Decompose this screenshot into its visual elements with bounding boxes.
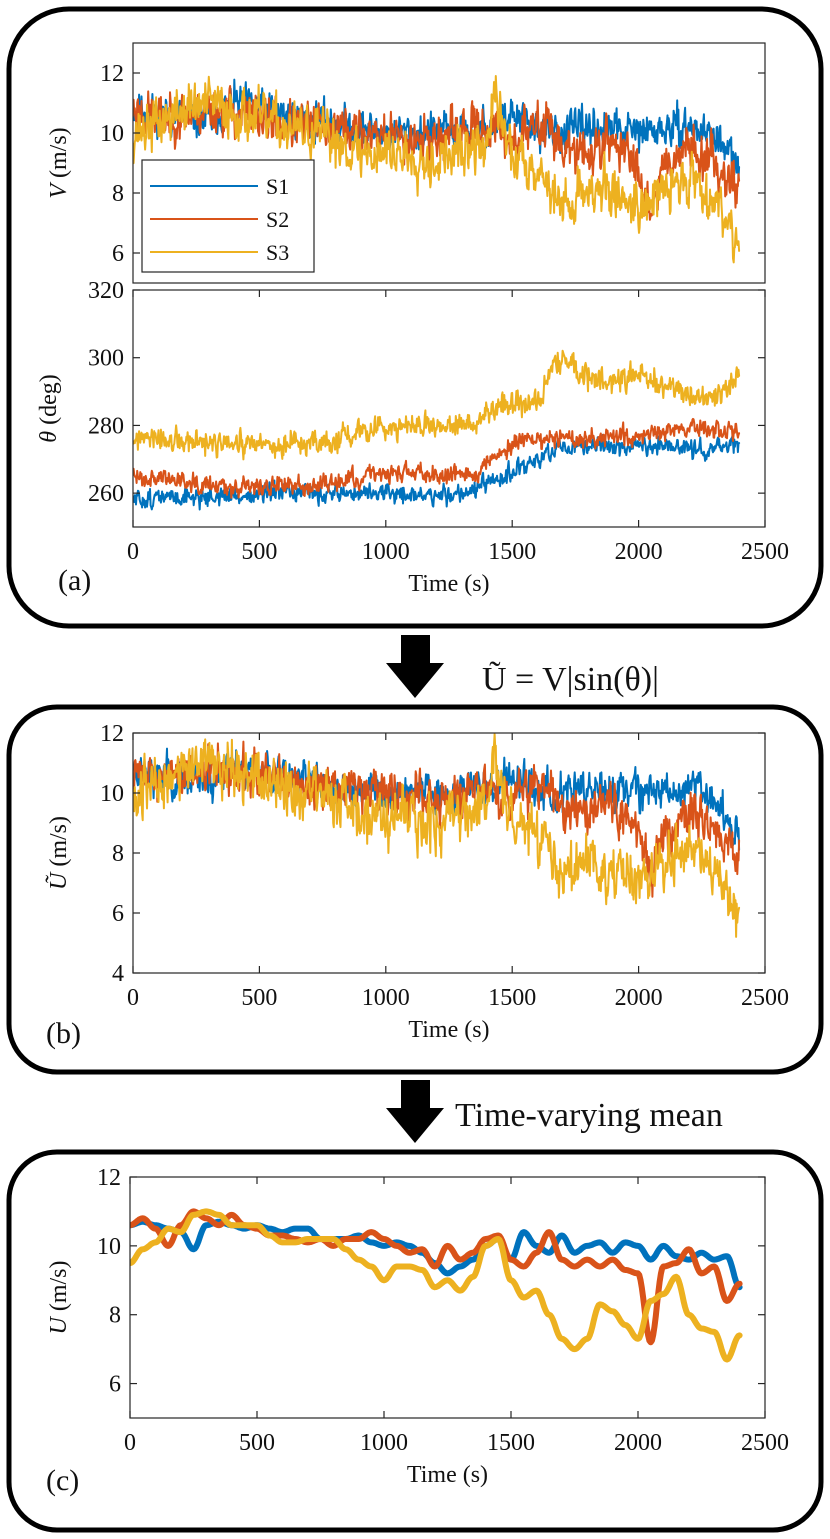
y-tick-label: 8 (109, 1303, 121, 1329)
x-tick-label: 0 (124, 1430, 136, 1456)
legend: S1 S2 S3 (141, 159, 315, 273)
panel-b-frame (6, 704, 824, 1075)
x-tick-label: 2000 (615, 985, 663, 1011)
y-tick-label: 6 (112, 241, 124, 267)
series-line-s3 (133, 75, 741, 264)
chart-a-velocity: 6 8 10 12 V (m/s) (46, 42, 766, 284)
y-tick-label: 300 (88, 346, 124, 372)
series-line-s2 (130, 1208, 743, 1346)
y-tick-label: 12 (100, 61, 124, 87)
y-axis-label: Ũ (m/s) (45, 816, 72, 890)
panel-a-label: (a) (58, 564, 91, 597)
axes-box (132, 42, 766, 284)
y-tick-label: 10 (100, 121, 124, 147)
series-line-s2 (133, 417, 741, 499)
x-tick-label: 1000 (360, 1430, 408, 1456)
plot-area (133, 75, 741, 264)
x-tick-label: 0 (127, 985, 139, 1011)
arrow2-label: Time-varying mean (455, 1097, 723, 1134)
y-axis-label: U (m/s) (46, 1260, 72, 1334)
x-axis-label: Time (s) (408, 571, 489, 597)
y-tick-label: 8 (112, 841, 124, 867)
y-tick-label: 10 (100, 781, 124, 807)
x-tick-label: 1500 (488, 539, 536, 565)
x-tick-label: 500 (241, 985, 277, 1011)
x-tick-label: 2500 (741, 1430, 789, 1456)
x-tick-label: 2000 (615, 539, 663, 565)
panel-b-label: (b) (46, 1017, 81, 1050)
plot-area (133, 733, 741, 938)
x-tick-label: 1000 (362, 539, 410, 565)
y-tick-label: 320 (88, 278, 124, 304)
arrow1-formula: Ũ = V|sin(θ)| (482, 661, 659, 698)
x-axis-label: Time (s) (408, 1017, 489, 1043)
y-axis-label: θ (deg) (36, 374, 62, 442)
y-tick-label: 12 (97, 1165, 121, 1191)
series-line-s1 (130, 1218, 743, 1291)
x-tick-label: 1000 (362, 985, 410, 1011)
chart-a-direction: 260 280 300 320 0 500 1000 1500 2000 2500 Time (s)… (36, 278, 789, 597)
series-line-s3 (133, 349, 741, 461)
y-tick-label: 6 (112, 901, 124, 927)
y-tick-label: 4 (112, 961, 124, 987)
panel-c-frame (6, 1149, 824, 1533)
y-tick-label: 12 (100, 721, 124, 747)
x-tick-label: 500 (239, 1430, 275, 1456)
x-tick-label: 2500 (741, 539, 789, 565)
x-tick-label: 1500 (488, 985, 536, 1011)
series-line-s1 (133, 433, 741, 511)
chart-c-mean-velocity: 6 8 10 12 0 500 1000 1500 2000 2500 Time (s) U (m/s… (46, 1165, 789, 1488)
y-tick-label: 260 (88, 481, 124, 507)
x-axis-label: Time (s) (407, 1462, 488, 1488)
down-arrow-icon (386, 635, 444, 698)
down-arrow-icon (386, 1080, 444, 1143)
panel-c-label: (c) (46, 1464, 79, 1497)
y-tick-label: 280 (88, 413, 124, 439)
x-tick-label: 0 (127, 539, 139, 565)
series-line-s3 (133, 733, 741, 938)
axes-box (129, 1176, 766, 1419)
y-tick-label: 6 (109, 1372, 121, 1398)
chart-b-projected-velocity: 4 6 8 10 12 0 500 1000 1500 2000 2500 Time (s) Ũ (m/… (45, 721, 789, 1043)
axes-box (132, 289, 766, 528)
y-axis-label: V (m/s) (46, 127, 72, 198)
legend-label-s3: S3 (266, 240, 289, 265)
plot-area (130, 1208, 743, 1363)
x-tick-label: 2000 (614, 1430, 662, 1456)
x-tick-label: 2500 (741, 985, 789, 1011)
y-tick-label: 10 (97, 1234, 121, 1260)
y-tick-label: 8 (112, 181, 124, 207)
x-tick-label: 500 (241, 539, 277, 565)
panel-a-frame (6, 6, 824, 629)
series-line-s3 (130, 1208, 743, 1363)
legend-label-s1: S1 (266, 174, 289, 199)
legend-label-s2: S2 (266, 207, 289, 232)
plot-area (133, 349, 741, 511)
x-tick-label: 1500 (487, 1430, 535, 1456)
